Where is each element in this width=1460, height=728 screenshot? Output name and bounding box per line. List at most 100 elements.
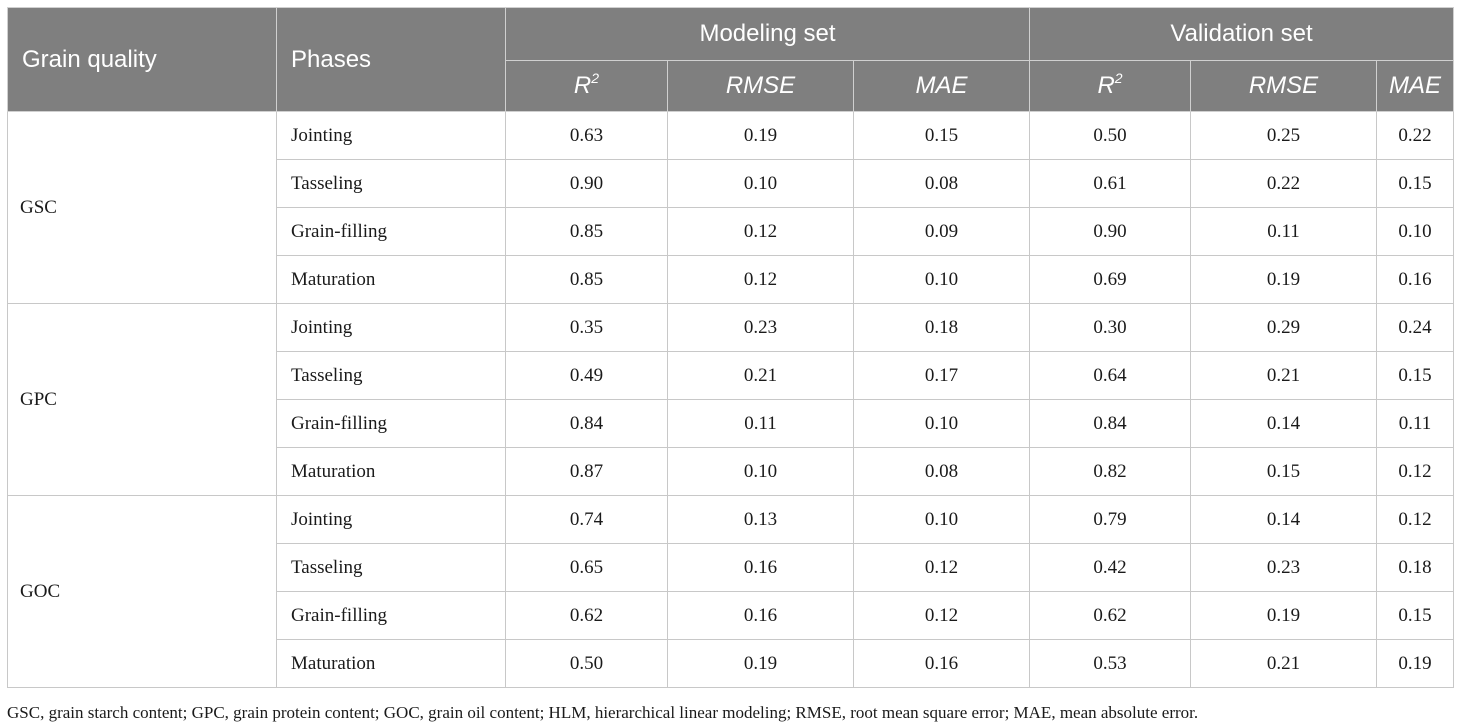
validation-mae-cell: 0.12	[1376, 495, 1455, 544]
table-row: Tasseling 0.90 0.10 0.08 0.61 0.22 0.15	[8, 159, 1455, 208]
validation-rmse-cell: 0.19	[1190, 591, 1378, 640]
validation-mae-cell: 0.22	[1376, 111, 1455, 160]
validation-r2-cell: 0.42	[1029, 543, 1192, 592]
validation-mae-cell: 0.15	[1376, 591, 1455, 640]
validation-rmse-cell: 0.29	[1190, 303, 1378, 352]
modeling-mae-cell: 0.10	[852, 255, 1031, 304]
validation-mae-cell: 0.11	[1376, 399, 1455, 448]
modeling-mae-cell: 0.08	[852, 447, 1031, 496]
modeling-rmse-cell: 0.16	[667, 591, 854, 640]
modeling-rmse-cell: 0.19	[667, 639, 854, 688]
validation-r2-cell: 0.79	[1029, 495, 1192, 544]
modeling-rmse-cell: 0.19	[667, 111, 854, 160]
table-row: Tasseling 0.65 0.16 0.12 0.42 0.23 0.18	[8, 543, 1455, 592]
validation-rmse-cell: 0.21	[1190, 639, 1378, 688]
validation-r2-cell: 0.53	[1029, 639, 1192, 688]
phase-cell: Maturation	[276, 639, 506, 688]
validation-r2-cell: 0.84	[1029, 399, 1192, 448]
modeling-rmse-cell: 0.23	[667, 303, 854, 352]
header-modeling-set: Modeling set	[504, 7, 1031, 61]
modeling-r2-cell: 0.63	[505, 111, 668, 160]
modeling-mae-cell: 0.10	[852, 495, 1031, 544]
modeling-mae-cell: 0.12	[852, 591, 1031, 640]
header-validation-r2: R2	[1029, 60, 1192, 112]
validation-mae-cell: 0.15	[1376, 159, 1455, 208]
phase-cell: Tasseling	[276, 543, 506, 592]
header-phases: Phases	[276, 7, 506, 112]
phase-cell: Grain-filling	[276, 399, 506, 448]
header-modeling-mae: MAE	[852, 60, 1031, 112]
table-row: GPC Jointing 0.35 0.23 0.18 0.30 0.29 0.24	[7, 303, 1455, 496]
modeling-mae-cell: 0.18	[852, 303, 1031, 352]
phase-cell: Maturation	[276, 255, 506, 304]
table-footnote: GSC, grain starch content; GPC, grain pr…	[7, 703, 1199, 722]
validation-r2-cell: 0.64	[1029, 351, 1192, 400]
validation-rmse-cell: 0.14	[1190, 399, 1378, 448]
validation-mae-cell: 0.10	[1376, 207, 1455, 256]
modeling-mae-cell: 0.09	[852, 207, 1031, 256]
header-grain-quality: Grain quality	[7, 7, 277, 112]
modeling-rmse-cell: 0.12	[667, 255, 854, 304]
phase-cell: Grain-filling	[276, 591, 506, 640]
r-symbol: R	[1097, 72, 1115, 99]
r-symbol: R	[573, 72, 592, 99]
modeling-r2-cell: 0.74	[505, 495, 668, 544]
header-validation-set: Validation set	[1029, 7, 1455, 61]
validation-rmse-cell: 0.25	[1190, 111, 1378, 160]
results-table: Grain quality Phases Modeling set Valida…	[7, 7, 1455, 688]
validation-mae-cell: 0.12	[1376, 447, 1455, 496]
grain-quality-cell: GPC	[7, 303, 277, 496]
validation-mae-cell: 0.19	[1376, 639, 1455, 688]
table-row: Maturation 0.85 0.12 0.10 0.69 0.19 0.16	[8, 255, 1455, 304]
modeling-rmse-cell: 0.11	[667, 399, 854, 448]
validation-r2-cell: 0.50	[1029, 111, 1192, 160]
grain-quality-cell: GSC	[7, 111, 277, 304]
modeling-r2-cell: 0.90	[505, 159, 668, 208]
validation-rmse-cell: 0.11	[1190, 207, 1378, 256]
validation-r2-cell: 0.90	[1029, 207, 1192, 256]
modeling-mae-cell: 0.17	[852, 351, 1031, 400]
header-modeling-rmse: RMSE	[667, 60, 854, 112]
validation-mae-cell: 0.16	[1376, 255, 1455, 304]
validation-rmse-cell: 0.15	[1190, 447, 1378, 496]
phase-cell: Jointing	[276, 111, 506, 160]
validation-r2-cell: 0.30	[1029, 303, 1192, 352]
table-row: GSC Jointing 0.63 0.19 0.15 0.50 0.25 0.22	[7, 111, 1455, 304]
modeling-mae-cell: 0.12	[852, 543, 1031, 592]
phase-cell: Tasseling	[276, 351, 506, 400]
results-table-container: Grain quality Phases Modeling set Valida…	[7, 7, 1455, 688]
table-row: Maturation 0.87 0.10 0.08 0.82 0.15 0.12	[8, 447, 1455, 496]
validation-rmse-cell: 0.22	[1190, 159, 1378, 208]
header-validation-mae: MAE	[1376, 60, 1455, 112]
table-row: Grain-filling 0.62 0.16 0.12 0.62 0.19 0.15	[8, 591, 1455, 640]
phase-cell: Jointing	[276, 495, 506, 544]
modeling-mae-cell: 0.10	[852, 399, 1031, 448]
validation-rmse-cell: 0.21	[1190, 351, 1378, 400]
validation-mae-cell: 0.18	[1376, 543, 1455, 592]
validation-r2-cell: 0.61	[1029, 159, 1192, 208]
modeling-r2-cell: 0.65	[505, 543, 668, 592]
modeling-rmse-cell: 0.12	[667, 207, 854, 256]
header-validation-rmse: RMSE	[1190, 60, 1378, 112]
table-header: Grain quality Phases Modeling set Valida…	[7, 7, 1455, 112]
modeling-r2-cell: 0.50	[505, 639, 668, 688]
grain-quality-cell: GOC	[7, 495, 277, 688]
phase-cell: Maturation	[276, 447, 506, 496]
modeling-r2-cell: 0.35	[505, 303, 668, 352]
validation-r2-cell: 0.62	[1029, 591, 1192, 640]
validation-rmse-cell: 0.14	[1190, 495, 1378, 544]
modeling-r2-cell: 0.62	[505, 591, 668, 640]
table-row: Tasseling 0.49 0.21 0.17 0.64 0.21 0.15	[8, 351, 1455, 400]
validation-r2-cell: 0.82	[1029, 447, 1192, 496]
modeling-r2-cell: 0.85	[505, 255, 668, 304]
modeling-mae-cell: 0.15	[852, 111, 1031, 160]
header-modeling-r2: R2	[505, 60, 668, 112]
modeling-mae-cell: 0.08	[852, 159, 1031, 208]
validation-rmse-cell: 0.23	[1190, 543, 1378, 592]
r-superscript: 2	[591, 70, 600, 86]
modeling-r2-cell: 0.87	[505, 447, 668, 496]
modeling-r2-cell: 0.49	[505, 351, 668, 400]
modeling-rmse-cell: 0.10	[667, 159, 854, 208]
validation-rmse-cell: 0.19	[1190, 255, 1378, 304]
phase-cell: Tasseling	[276, 159, 506, 208]
